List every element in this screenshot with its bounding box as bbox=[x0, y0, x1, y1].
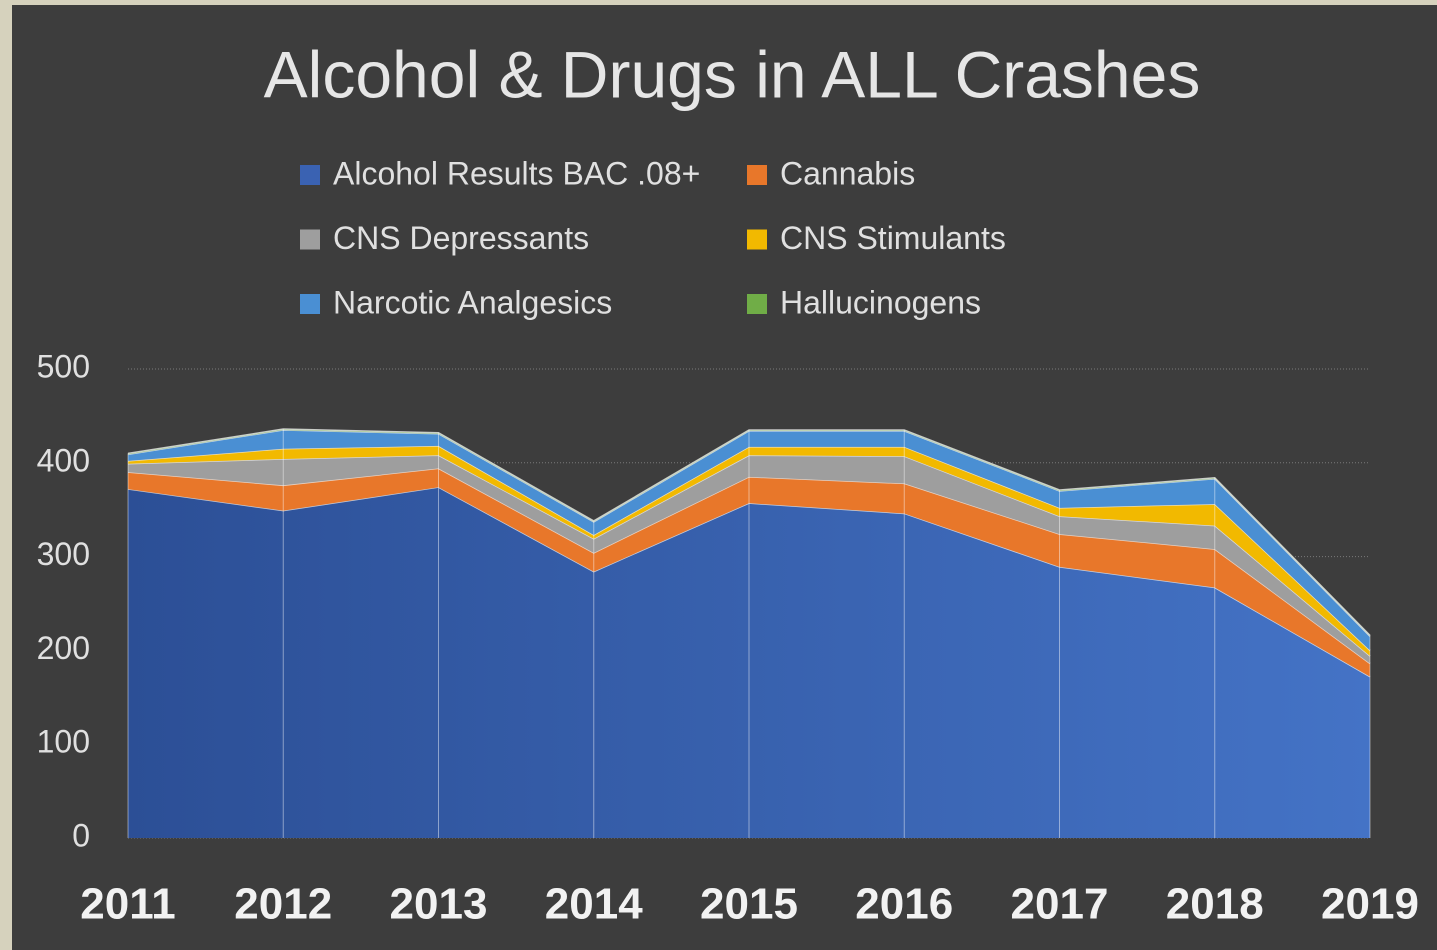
y-tick-label: 200 bbox=[37, 630, 90, 666]
x-tick-label: 2012 bbox=[234, 880, 332, 929]
x-tick-label: 2016 bbox=[855, 880, 953, 929]
y-tick-label: 0 bbox=[72, 817, 90, 853]
area bbox=[128, 455, 1370, 664]
x-tick-label: 2013 bbox=[390, 880, 488, 929]
legend-swatch bbox=[747, 294, 767, 314]
chart-title: Alcohol & Drugs in ALL Crashes bbox=[264, 37, 1201, 111]
x-tick-label: 2017 bbox=[1011, 880, 1109, 929]
x-tick-label: 2015 bbox=[700, 880, 798, 929]
legend-label: Cannabis bbox=[780, 155, 915, 191]
x-tick-label: 2019 bbox=[1321, 880, 1419, 929]
y-tick-label: 500 bbox=[37, 348, 90, 384]
legend-label: Alcohol Results BAC .08+ bbox=[333, 155, 700, 191]
y-tick-label: 400 bbox=[37, 442, 90, 478]
y-tick-label: 300 bbox=[37, 536, 90, 572]
legend-swatch bbox=[300, 165, 320, 185]
x-tick-label: 2014 bbox=[545, 880, 643, 929]
legend-label: CNS Stimulants bbox=[780, 220, 1006, 256]
legend-swatch bbox=[300, 294, 320, 314]
legend-label: CNS Depressants bbox=[333, 220, 589, 256]
legend-label: Hallucinogens bbox=[780, 284, 981, 320]
x-tick-label: 2011 bbox=[80, 880, 175, 929]
area-edge bbox=[127, 428, 1371, 636]
y-tick-label: 100 bbox=[37, 724, 90, 760]
legend-swatch bbox=[747, 165, 767, 185]
legend-swatch bbox=[300, 229, 320, 250]
x-tick-label: 2018 bbox=[1166, 880, 1264, 929]
legend-swatch bbox=[747, 229, 767, 250]
area bbox=[128, 487, 1370, 838]
area bbox=[128, 468, 1370, 677]
legend-label: Narcotic Analgesics bbox=[333, 284, 612, 320]
